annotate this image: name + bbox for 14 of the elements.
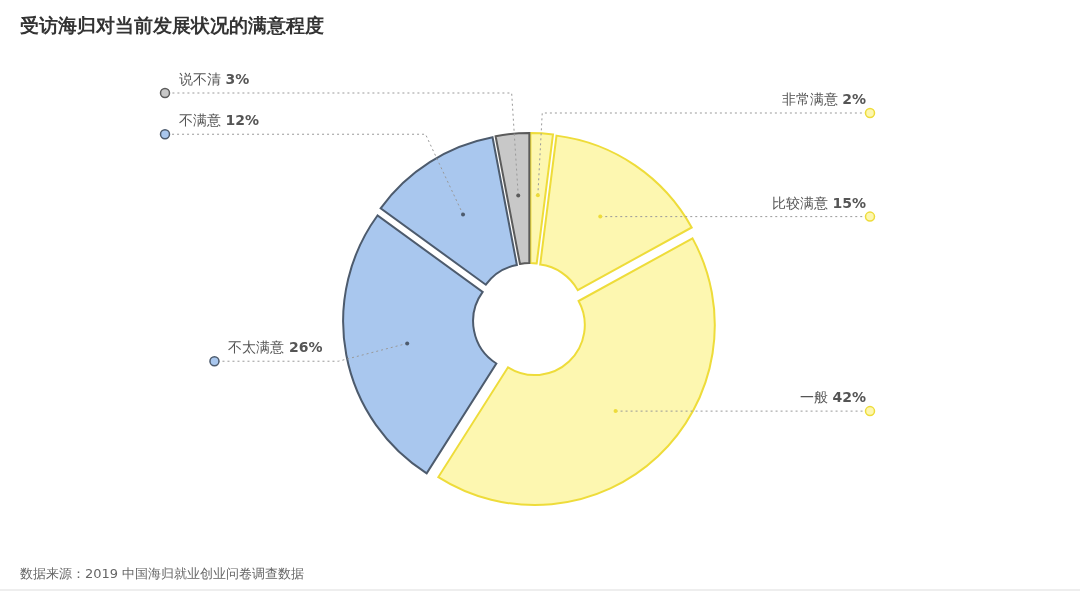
slice-label: 不太满意 [228, 339, 285, 356]
source-note: 数据来源：2019 中国海归就业创业问卷调查数据 [20, 566, 305, 581]
slice-label: 一般 [800, 389, 829, 406]
data-label: 12% [225, 112, 259, 129]
slice-label: 说不清 [179, 71, 221, 87]
slice-label: 不满意 [179, 112, 221, 129]
data-label: 15% [832, 194, 866, 211]
slice-label: 比较满意 [772, 194, 829, 211]
data-label: 3% [225, 71, 250, 87]
slice-label: 非常满意 [781, 91, 838, 107]
data-label: 42% [832, 389, 866, 406]
data-label: 26% [288, 339, 323, 356]
data-label: 2% [842, 91, 866, 107]
chart-title: 受访海归对当前发展状况的满意程度 [20, 14, 324, 36]
